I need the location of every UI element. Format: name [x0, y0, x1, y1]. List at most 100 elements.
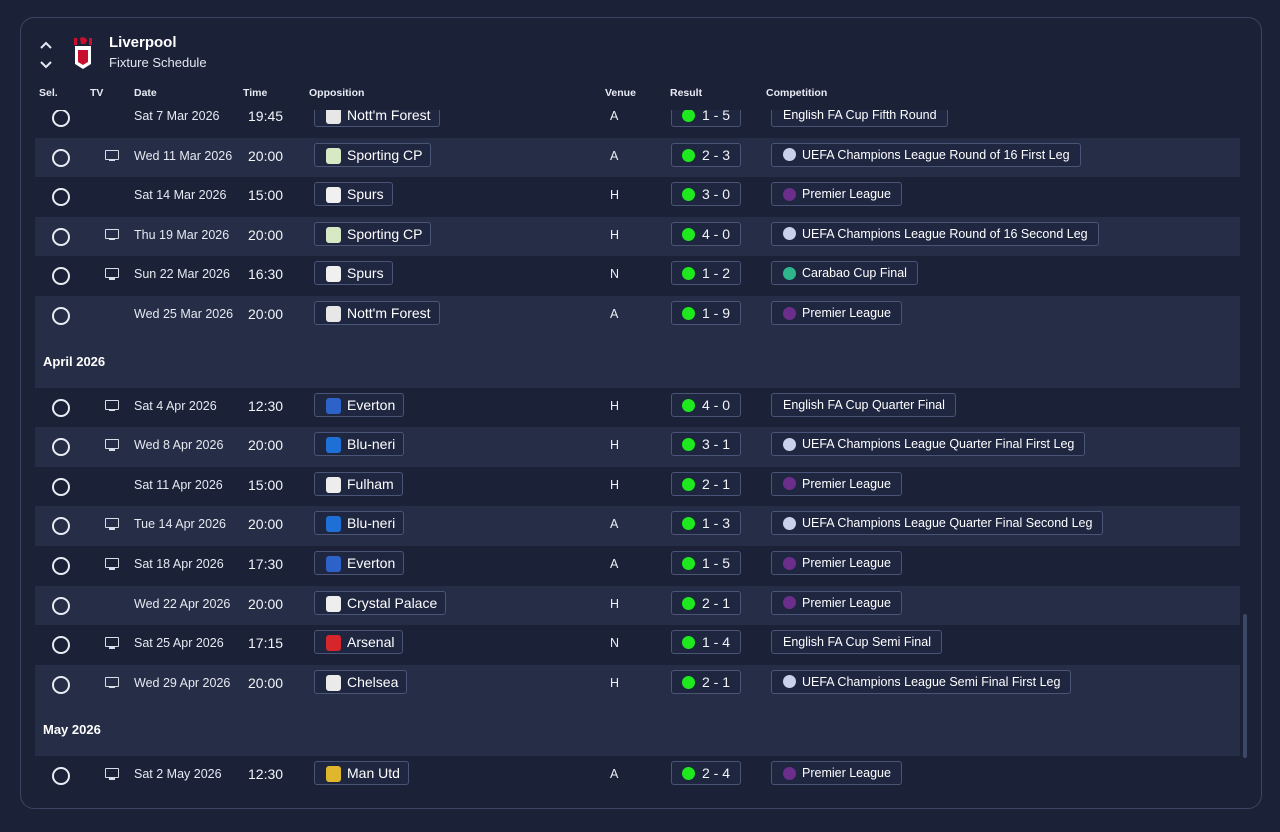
competition-button[interactable]: Premier League: [771, 761, 902, 786]
fixture-row[interactable]: Sat 18 Apr 2026 17:30 Everton A 1 - 5 Pr…: [35, 546, 1240, 586]
competition-name: Premier League: [802, 306, 891, 320]
select-radio[interactable]: [52, 675, 70, 694]
fixture-row[interactable]: Sat 2 May 2026 12:30 Man Utd A 2 - 4 Pre…: [35, 756, 1240, 797]
fixture-venue: H: [610, 227, 620, 242]
select-radio[interactable]: [52, 596, 70, 615]
score: 1 - 2: [702, 265, 731, 282]
select-radio[interactable]: [52, 227, 70, 246]
result-button[interactable]: 1 - 5: [671, 110, 741, 127]
select-radio[interactable]: [52, 110, 70, 127]
column-header-tv[interactable]: TV: [90, 87, 104, 99]
result-button[interactable]: 1 - 9: [671, 301, 741, 325]
result-button[interactable]: 2 - 1: [671, 471, 741, 496]
select-radio[interactable]: [52, 188, 70, 207]
opposition-button[interactable]: Nott'm Forest: [314, 110, 440, 127]
competition-name: UEFA Champions League Quarter Final Firs…: [802, 437, 1075, 452]
result-button[interactable]: 4 - 0: [671, 392, 741, 417]
select-radio[interactable]: [52, 307, 70, 325]
opposition-name: Spurs: [347, 265, 384, 282]
opposition-button[interactable]: Crystal Palace: [314, 590, 447, 615]
column-header-venue[interactable]: Venue: [605, 87, 636, 99]
opposition-button[interactable]: Arsenal: [314, 630, 404, 655]
result-button[interactable]: 1 - 2: [671, 261, 741, 286]
select-radio[interactable]: [52, 767, 70, 786]
competition-button[interactable]: English FA Cup Fifth Round: [771, 110, 948, 127]
fixture-row[interactable]: Wed 8 Apr 2026 20:00 Blu-neri H 3 - 1 UE…: [35, 427, 1240, 468]
vertical-scrollbar[interactable]: [1243, 614, 1247, 758]
competition-button[interactable]: Premier League: [771, 301, 902, 325]
select-radio[interactable]: [52, 636, 70, 655]
column-header-opposition[interactable]: Opposition: [309, 87, 365, 99]
result-button[interactable]: 1 - 5: [671, 551, 741, 575]
select-radio[interactable]: [52, 148, 70, 167]
fixture-row[interactable]: Sat 4 Apr 2026 12:30 Everton H 4 - 0 Eng…: [35, 387, 1240, 428]
fixture-row[interactable]: Tue 14 Apr 2026 20:00 Blu-neri A 1 - 3 U…: [35, 506, 1240, 547]
tv-icon: [105, 228, 119, 241]
select-radio[interactable]: [52, 557, 70, 575]
opposition-button[interactable]: Sporting CP: [314, 221, 432, 246]
competition-button[interactable]: UEFA Champions League Quarter Final Seco…: [771, 511, 1104, 536]
result-button[interactable]: 2 - 4: [671, 761, 741, 786]
column-header-time[interactable]: Time: [243, 87, 268, 99]
competition-button[interactable]: UEFA Champions League Semi Final First L…: [771, 669, 1072, 694]
fixture-row[interactable]: Wed 22 Apr 2026 20:00 Crystal Palace H 2…: [35, 585, 1240, 626]
select-radio[interactable]: [52, 438, 70, 457]
result-button[interactable]: 3 - 0: [671, 182, 741, 207]
competition-button[interactable]: English FA Cup Semi Final: [771, 630, 942, 655]
fixture-row[interactable]: Sat 11 Apr 2026 15:00 Fulham H 2 - 1 Pre…: [35, 466, 1240, 507]
select-radio[interactable]: [52, 477, 70, 496]
competition-button[interactable]: Carabao Cup Final: [771, 261, 918, 286]
column-header-result[interactable]: Result: [670, 87, 703, 99]
fixture-row[interactable]: Wed 25 Mar 2026 20:00 Nott'm Forest A 1 …: [35, 296, 1240, 336]
competition-button[interactable]: Premier League: [771, 551, 902, 575]
result-button[interactable]: 1 - 4: [671, 630, 741, 655]
competition-name: Premier League: [802, 595, 891, 610]
opposition-name: Everton: [347, 555, 396, 571]
competition-button[interactable]: UEFA Champions League Round of 16 Second…: [771, 221, 1099, 246]
opposition-button[interactable]: Spurs: [314, 261, 393, 286]
opposition-button[interactable]: Everton: [314, 392, 405, 417]
chevron-up-icon[interactable]: [39, 38, 53, 52]
opposition-button[interactable]: Sporting CP: [314, 142, 432, 167]
result-button[interactable]: 1 - 3: [671, 511, 741, 536]
competition-button[interactable]: Premier League: [771, 182, 902, 207]
column-header-competition[interactable]: Competition: [766, 87, 828, 99]
manutd-badge-icon: [326, 766, 341, 783]
competition-button[interactable]: UEFA Champions League Round of 16 First …: [771, 142, 1081, 167]
opposition-button[interactable]: Fulham: [314, 471, 403, 496]
fixture-row[interactable]: Sat 25 Apr 2026 17:15 Arsenal N 1 - 4 En…: [35, 625, 1240, 666]
fixture-row[interactable]: Sat 7 Mar 2026 19:45 Nott'm Forest A 1 -…: [35, 110, 1240, 138]
score: 4 - 0: [702, 225, 731, 242]
opposition-button[interactable]: Everton: [314, 551, 405, 575]
chevron-down-icon[interactable]: [39, 58, 53, 72]
fixture-row[interactable]: Thu 19 Mar 2026 20:00 Sporting CP H 4 - …: [35, 216, 1240, 257]
competition-button[interactable]: Premier League: [771, 471, 902, 496]
fixture-row[interactable]: Sat 14 Mar 2026 15:00 Spurs H 3 - 0 Prem…: [35, 177, 1240, 218]
opposition-button[interactable]: Blu-neri: [314, 432, 405, 457]
sporting-badge-icon: [326, 226, 341, 243]
select-radio[interactable]: [52, 398, 70, 417]
club-name[interactable]: Liverpool: [109, 34, 177, 51]
result-button[interactable]: 2 - 1: [671, 590, 741, 615]
fixture-row[interactable]: Wed 11 Mar 2026 20:00 Sporting CP A 2 - …: [35, 137, 1240, 178]
fixture-venue: H: [610, 675, 620, 690]
fixture-row[interactable]: Sun 22 Mar 2026 16:30 Spurs N 1 - 2 Cara…: [35, 256, 1240, 297]
competition-button[interactable]: UEFA Champions League Quarter Final Firs…: [771, 432, 1086, 457]
opposition-button[interactable]: Spurs: [314, 182, 393, 207]
competition-button[interactable]: English FA Cup Quarter Final: [771, 392, 956, 417]
result-button[interactable]: 2 - 1: [671, 669, 741, 694]
result-button[interactable]: 4 - 0: [671, 221, 741, 246]
result-button[interactable]: 3 - 1: [671, 432, 741, 457]
column-header-date[interactable]: Date: [134, 87, 157, 99]
opposition-button[interactable]: Blu-neri: [314, 511, 405, 536]
fixture-row[interactable]: Wed 29 Apr 2026 20:00 Chelsea H 2 - 1 UE…: [35, 664, 1240, 705]
competition-button[interactable]: Premier League: [771, 590, 902, 615]
result-button[interactable]: 2 - 3: [671, 142, 741, 167]
tv-icon: [105, 676, 119, 689]
opposition-button[interactable]: Chelsea: [314, 669, 408, 694]
column-header-sel[interactable]: Sel.: [39, 87, 58, 99]
opposition-button[interactable]: Nott'm Forest: [314, 301, 440, 325]
select-radio[interactable]: [52, 267, 70, 286]
opposition-button[interactable]: Man Utd: [314, 761, 409, 786]
select-radio[interactable]: [52, 517, 70, 536]
